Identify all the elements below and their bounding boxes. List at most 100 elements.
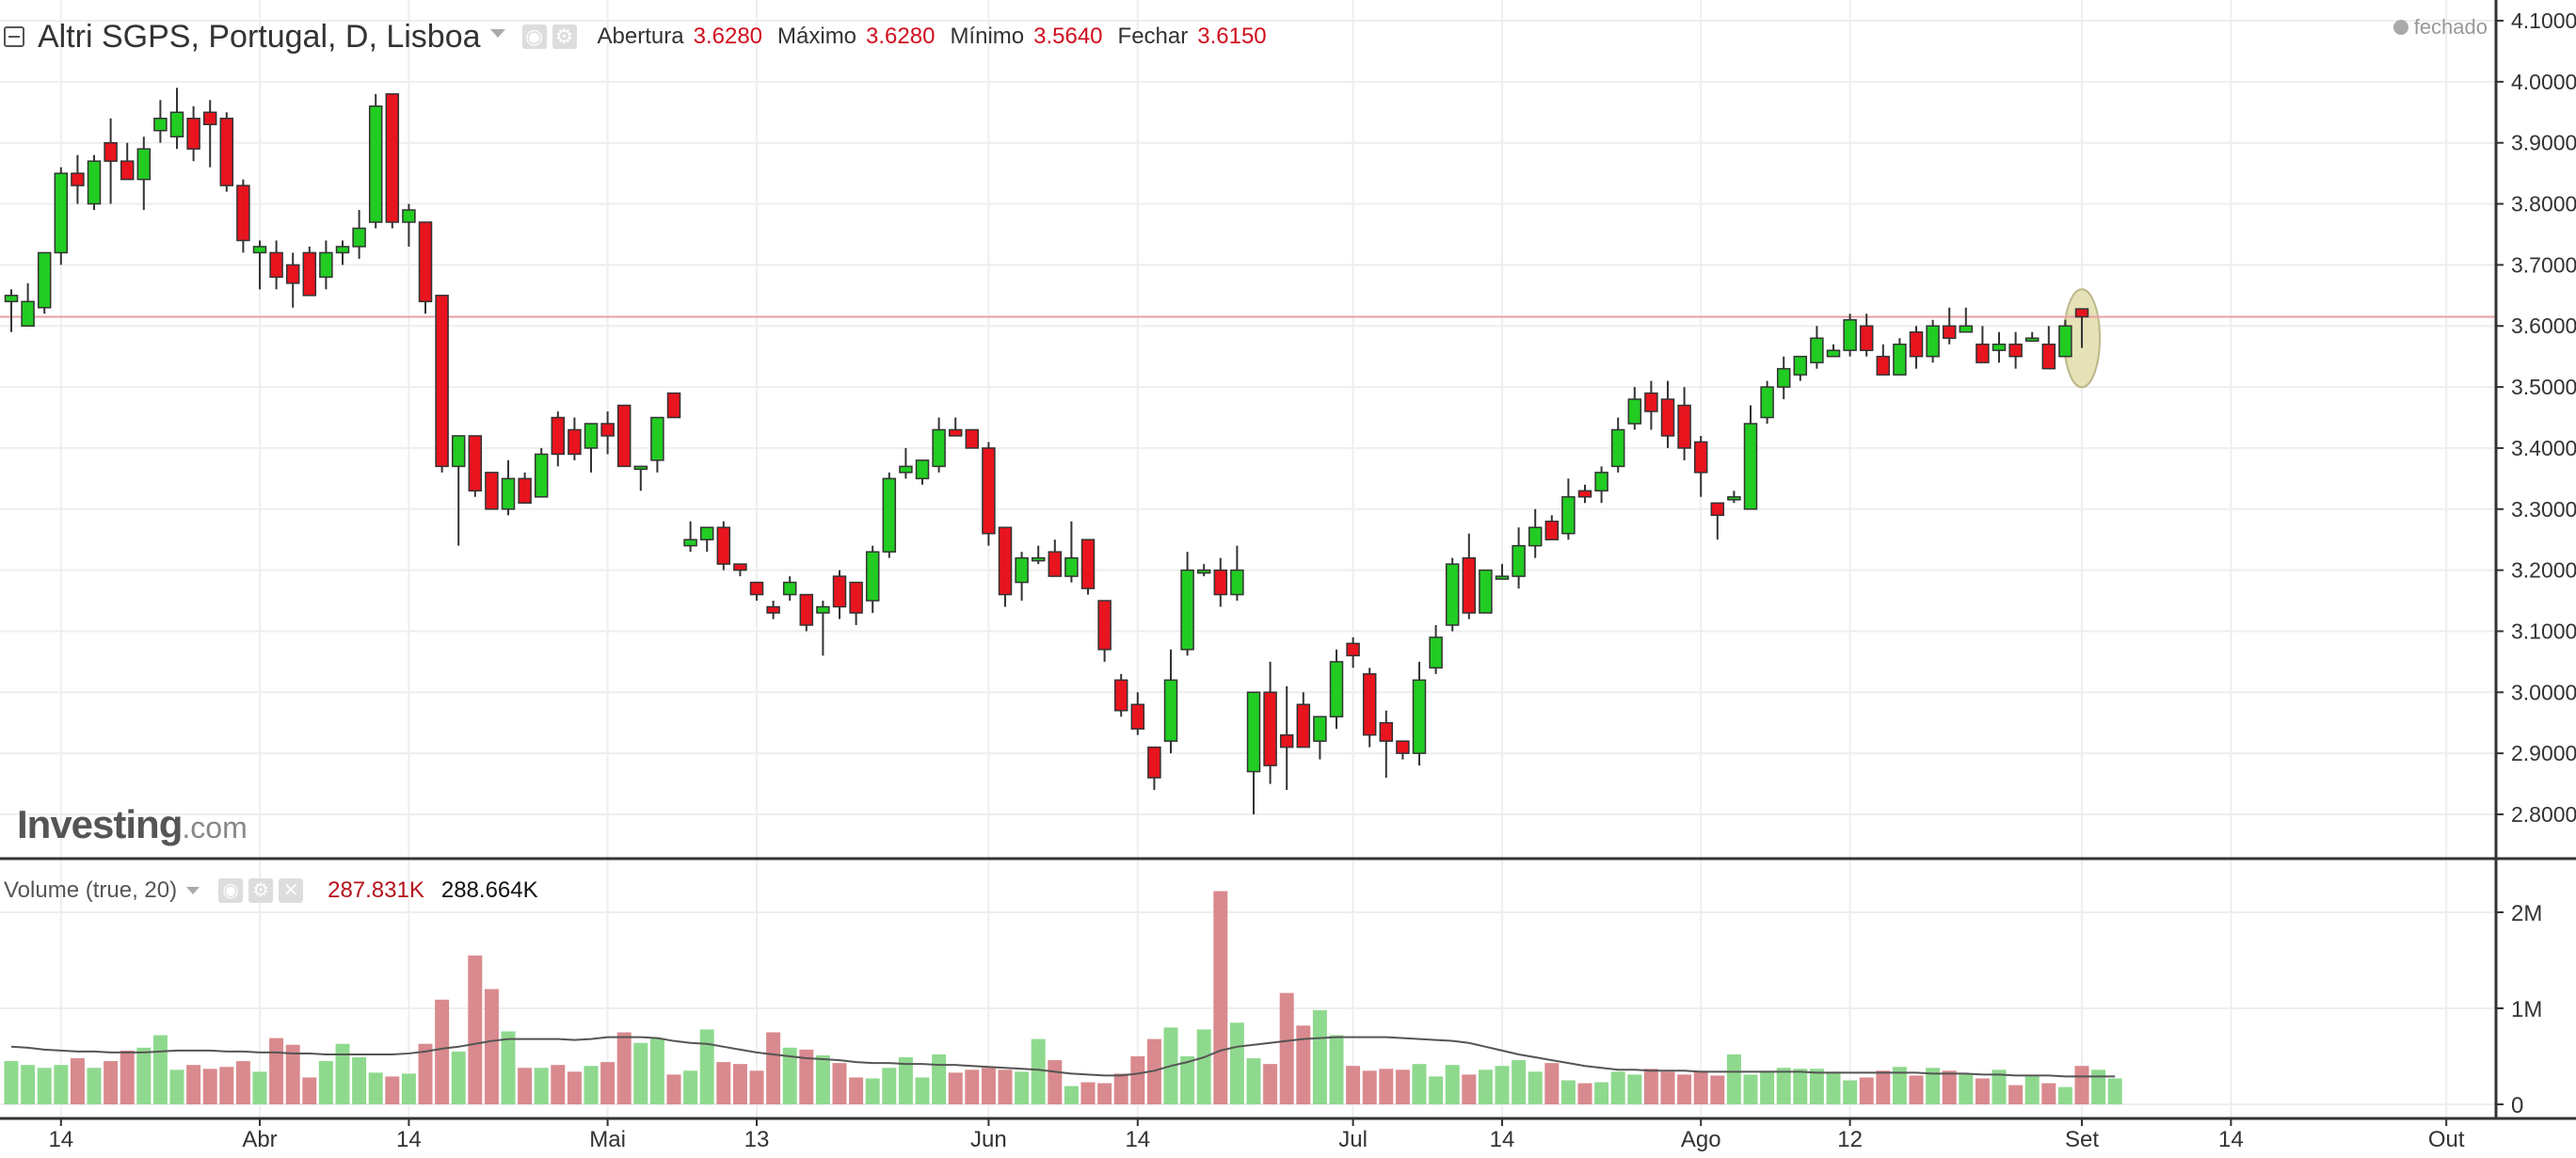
- candle[interactable]: [1843, 314, 1857, 357]
- candle[interactable]: [1876, 344, 1891, 376]
- candle[interactable]: [202, 100, 217, 168]
- candle[interactable]: [849, 581, 863, 625]
- candle[interactable]: [1064, 521, 1079, 583]
- candle[interactable]: [1379, 710, 1394, 779]
- instrument-title[interactable]: Altri SGPS, Portugal, D, Lisboa: [38, 18, 481, 55]
- candle[interactable]: [534, 447, 549, 498]
- candle[interactable]: [1627, 387, 1642, 430]
- candle[interactable]: [485, 472, 499, 510]
- candle[interactable]: [1959, 307, 1974, 333]
- candle[interactable]: [285, 252, 300, 308]
- candle[interactable]: [1329, 649, 1344, 730]
- candle[interactable]: [683, 521, 697, 553]
- candle[interactable]: [2074, 308, 2089, 348]
- candle[interactable]: [1594, 466, 1608, 504]
- candle[interactable]: [435, 295, 449, 473]
- candle[interactable]: [1544, 515, 1560, 540]
- chevron-down-icon[interactable]: [489, 28, 505, 38]
- candle[interactable]: [1942, 307, 1957, 345]
- candle[interactable]: [1263, 661, 1277, 784]
- candle[interactable]: [1313, 716, 1327, 760]
- candle[interactable]: [699, 526, 714, 553]
- candle[interactable]: [1810, 326, 1824, 369]
- candle[interactable]: [518, 472, 532, 505]
- candle[interactable]: [1561, 478, 1576, 540]
- candle[interactable]: [932, 417, 946, 473]
- volume-title[interactable]: Volume (true, 20): [4, 877, 178, 903]
- candle[interactable]: [1279, 685, 1294, 791]
- candle[interactable]: [816, 601, 830, 656]
- candle[interactable]: [1926, 319, 1940, 363]
- candle[interactable]: [982, 442, 996, 546]
- candle[interactable]: [716, 521, 731, 571]
- candle[interactable]: [104, 118, 118, 204]
- candle[interactable]: [1677, 387, 1691, 460]
- candle[interactable]: [136, 137, 152, 211]
- candle[interactable]: [799, 593, 814, 632]
- candle[interactable]: [568, 417, 582, 460]
- candle[interactable]: [2024, 331, 2040, 342]
- candle[interactable]: [1180, 552, 1194, 656]
- candle[interactable]: [21, 282, 35, 327]
- candle[interactable]: [1743, 405, 1758, 510]
- candle[interactable]: [633, 465, 648, 491]
- candle[interactable]: [1346, 636, 1360, 668]
- candle[interactable]: [1230, 545, 1244, 602]
- candle[interactable]: [1130, 692, 1145, 735]
- candle[interactable]: [1826, 344, 1841, 358]
- candle[interactable]: [402, 203, 416, 247]
- candle[interactable]: [551, 411, 566, 467]
- candle[interactable]: [1693, 435, 1708, 497]
- candle[interactable]: [1296, 692, 1311, 748]
- candle[interactable]: [1528, 508, 1543, 558]
- candle[interactable]: [385, 93, 400, 229]
- candle[interactable]: [87, 154, 102, 211]
- candle[interactable]: [269, 240, 283, 290]
- close-icon[interactable]: ✕: [279, 878, 304, 903]
- candle[interactable]: [899, 447, 913, 479]
- candle[interactable]: [1893, 338, 1907, 376]
- candle[interactable]: [998, 526, 1013, 607]
- candle[interactable]: [219, 112, 234, 192]
- candle[interactable]: [1644, 380, 1658, 430]
- candle[interactable]: [153, 100, 168, 143]
- candle[interactable]: [882, 472, 897, 558]
- candle[interactable]: [1462, 533, 1477, 619]
- candle[interactable]: [2008, 331, 2023, 369]
- candle[interactable]: [1710, 502, 1725, 540]
- candle[interactable]: [1015, 552, 1029, 602]
- candle[interactable]: [1793, 355, 1808, 381]
- chevron-down-icon[interactable]: [186, 887, 200, 894]
- candle[interactable]: [948, 417, 963, 437]
- candle[interactable]: [335, 240, 350, 265]
- candle[interactable]: [1760, 380, 1774, 424]
- candle[interactable]: [1048, 539, 1063, 577]
- candle[interactable]: [252, 240, 267, 290]
- candle[interactable]: [1412, 661, 1427, 766]
- candle[interactable]: [71, 154, 85, 204]
- candle[interactable]: [766, 601, 780, 619]
- candle[interactable]: [236, 179, 250, 253]
- candle[interactable]: [1512, 527, 1526, 589]
- gear-icon[interactable]: ⚙: [248, 878, 274, 903]
- candle[interactable]: [1362, 667, 1377, 748]
- candle[interactable]: [600, 411, 615, 455]
- candle[interactable]: [1097, 600, 1112, 662]
- candle[interactable]: [915, 459, 930, 485]
- candle[interactable]: [1976, 326, 1990, 363]
- candle[interactable]: [302, 246, 317, 297]
- candle[interactable]: [865, 545, 880, 614]
- candle[interactable]: [650, 416, 664, 473]
- candle[interactable]: [2058, 319, 2072, 358]
- candle[interactable]: [1660, 380, 1675, 448]
- candle[interactable]: [1196, 564, 1211, 577]
- minimize-icon[interactable]: [4, 26, 24, 47]
- candle[interactable]: [501, 459, 516, 516]
- eye-icon[interactable]: ◉: [218, 878, 244, 903]
- candle[interactable]: [1909, 326, 1924, 369]
- candle[interactable]: [186, 105, 200, 162]
- candle[interactable]: [37, 251, 52, 314]
- candle[interactable]: [733, 563, 747, 577]
- candle[interactable]: [782, 576, 797, 602]
